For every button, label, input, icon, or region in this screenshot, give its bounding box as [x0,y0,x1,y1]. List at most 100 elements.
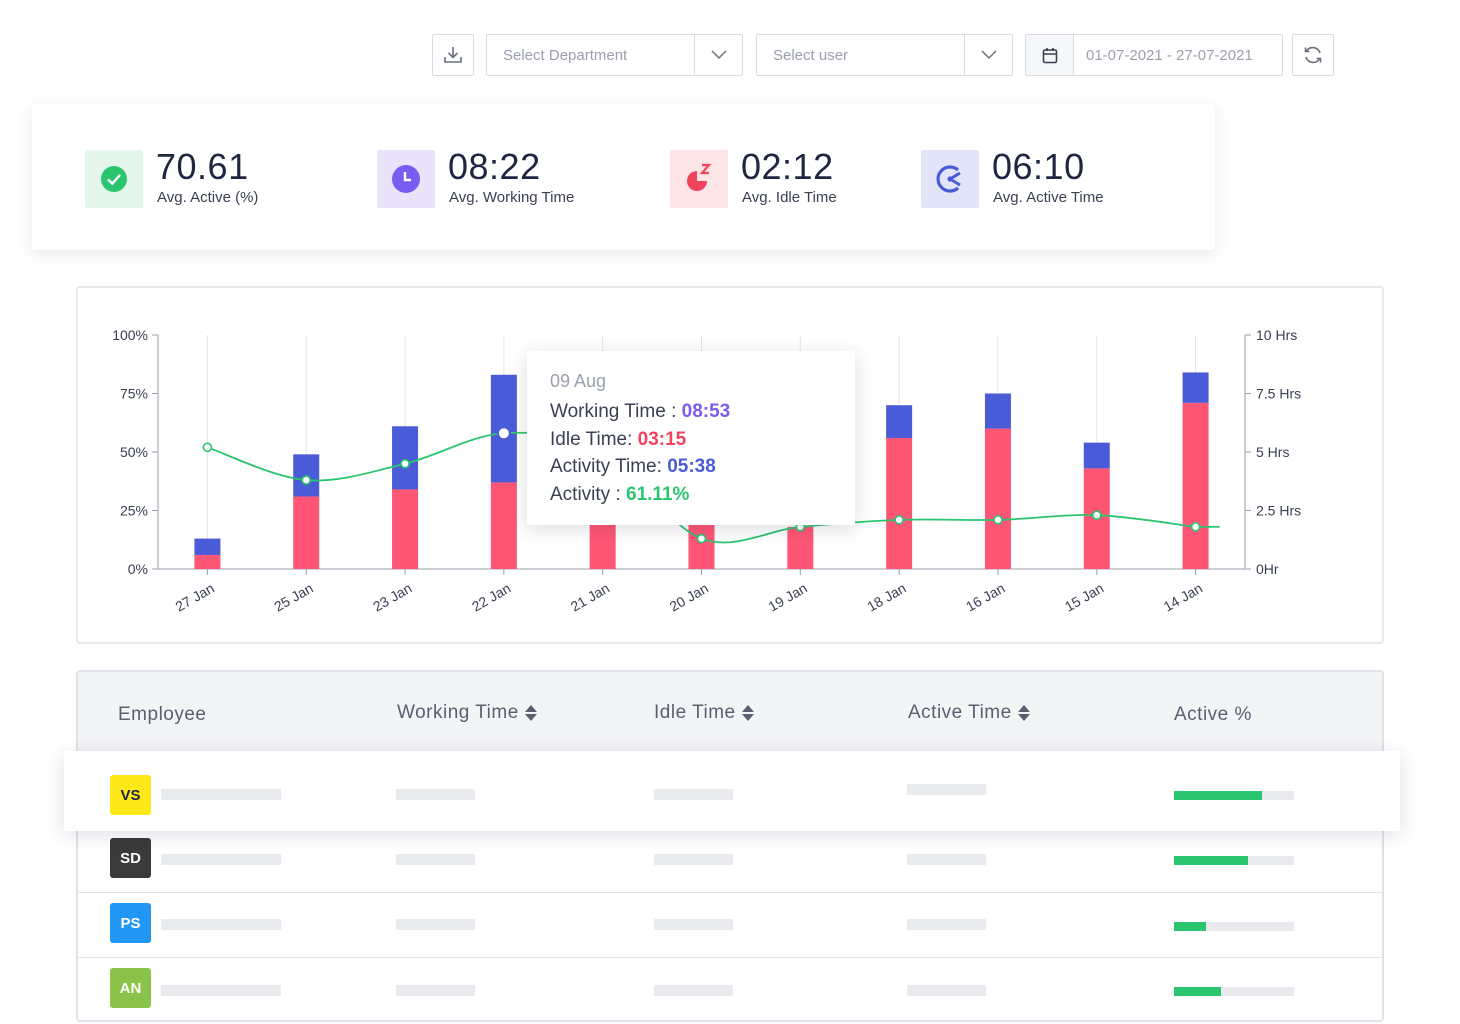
line-point [1190,522,1201,532]
line-point-active [496,426,511,441]
bar-segment-idle [787,526,814,569]
column-header-label: Working Time [397,702,519,723]
bar-segment-idle [688,522,715,569]
line-point [696,533,707,544]
x-tick-label: 14 Jan [1161,580,1205,615]
user-select[interactable]: Select user [756,34,1013,76]
sort-icon[interactable] [1017,705,1030,721]
download-icon [444,47,462,63]
row-divider [77,892,1383,893]
bar-segment-active [194,538,221,555]
idle-time-placeholder [654,789,733,800]
employee-name-placeholder [161,789,281,800]
line-point [301,475,312,485]
sleep-pie-icon [670,150,728,208]
y-tick-label-right: 0Hr [1256,561,1279,577]
stat-value: 70.61 [156,146,249,187]
tooltip-activity-time-row: Activity Time: 05:38 [550,456,716,478]
table-row[interactable]: AN [78,958,1382,1020]
avatar: SD [110,838,151,878]
tooltip-activity-label: Activity : [550,484,621,505]
sort-icon[interactable] [524,705,537,721]
y-tick-label-left: 50% [120,444,148,460]
y-tick-label-left: 75% [120,386,148,402]
tooltip-idle-row: Idle Time: 03:15 [550,429,686,451]
x-tick-label: 21 Jan [568,580,612,615]
clock-icon [377,150,435,208]
line-point [202,442,213,453]
sort-icon[interactable] [741,705,754,721]
active-percent-bar [1174,791,1294,800]
table-row[interactable]: SD [78,831,1382,891]
idle-time-placeholder [654,854,733,865]
working-time-placeholder [396,919,475,930]
employee-name-placeholder [161,854,281,865]
active-percent-fill [1174,922,1207,931]
chevron-down-icon[interactable] [964,35,1012,75]
avatar-initials: VS [120,786,141,804]
chevron-down-icon[interactable] [694,35,742,75]
stats-summary-card: 70.61 Avg. Active (%) 08:22 Avg. Working… [32,104,1215,250]
column-header-label: Active Time [908,702,1012,723]
line-point [894,515,904,525]
activity-line [207,431,1220,544]
avatar-initials: AN [119,979,142,997]
column-header-idle-time[interactable]: Idle Time [654,702,754,724]
active-percent-bar [1174,856,1294,865]
y-tick-label-right: 5 Hrs [1256,444,1289,460]
bar-segment-idle [984,428,1011,569]
download-button[interactable] [432,34,474,76]
column-header-active-time[interactable]: Active Time [908,702,1030,724]
refresh-icon [1304,46,1322,64]
active-time-placeholder [907,784,986,795]
date-range-picker[interactable]: 01-07-2021 - 27-07-2021 [1025,34,1283,76]
stat-value: 06:10 [992,146,1085,187]
bar-segment-idle [194,554,221,569]
department-select[interactable]: Select Department [486,34,743,76]
refresh-button[interactable] [1292,34,1334,76]
working-time-placeholder [396,985,475,996]
y-tick-label-left: 0% [128,561,148,577]
table-header: Employee Working Time Idle Time Active T… [78,672,1382,752]
activity-chart: 0% 0Hr 25% 2.5 Hrs 50% 5 Hrs 75% 7.5 Hrs 100% 10 … [112,327,1301,615]
tooltip-working-value: 08:53 [681,401,731,422]
active-time-placeholder [907,919,986,930]
department-select-placeholder: Select Department [503,47,628,64]
tooltip-activity-row: Activity : 61.11% [550,484,689,506]
tooltip-activity-value: 61.11% [626,484,690,505]
idle-time-placeholder [654,985,733,996]
tooltip-working-label: Working Time : [550,401,677,422]
table-row[interactable]: PS [78,893,1382,957]
active-percent-fill [1174,856,1249,865]
table-row[interactable]: VS [64,751,1400,831]
x-tick-label: 18 Jan [864,580,908,615]
active-percent-fill [1174,791,1262,800]
column-header-working-time[interactable]: Working Time [397,702,537,724]
bar-segment-idle [886,437,913,569]
column-header-active-percent: Active % [1174,704,1252,726]
employee-name-placeholder [161,985,281,996]
column-header-label: Idle Time [654,702,736,723]
x-tick-label: 22 Jan [469,580,513,615]
active-percent-fill [1174,987,1221,996]
idle-time-placeholder [654,919,733,930]
stat-label: Avg. Active (%) [157,189,259,206]
tooltip-idle-value: 03:15 [637,429,687,450]
y-tick-label-left: 25% [120,503,148,519]
tooltip-idle-label: Idle Time: [550,429,633,450]
calendar-icon[interactable] [1026,35,1074,75]
stat-value: 02:12 [741,146,834,187]
x-tick-label: 20 Jan [667,580,711,615]
x-tick-label: 19 Jan [765,580,809,615]
tooltip-working-row: Working Time : 08:53 [550,401,730,423]
bar-segment-active [886,405,913,438]
activity-gauge-icon [921,150,979,208]
column-header-label: Active % [1174,704,1252,725]
line-point [993,515,1003,525]
active-percent-bar [1174,922,1294,931]
check-circle-icon [85,150,143,208]
bar-segment-idle [293,496,320,569]
x-tick-label: 15 Jan [1062,580,1106,615]
y-tick-label-right: 10 Hrs [1256,327,1297,343]
column-header-label: Employee [118,704,207,725]
